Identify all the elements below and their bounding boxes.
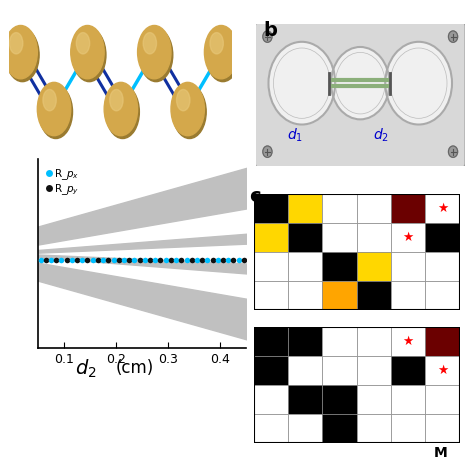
Circle shape [43,90,56,111]
Bar [356,252,391,282]
Bar [288,282,322,310]
Circle shape [176,90,190,111]
FancyBboxPatch shape [255,22,465,167]
Bar [425,356,460,385]
Circle shape [137,26,171,79]
Bar [322,194,356,223]
Bar [356,194,391,223]
Text: b: b [263,21,277,40]
Circle shape [6,28,39,82]
Bar [356,223,391,253]
Bar [391,194,425,223]
Bar [254,252,288,282]
Bar [288,327,322,356]
Circle shape [268,42,335,125]
Bar [254,282,288,310]
Text: ★: ★ [402,335,414,348]
Bar [425,414,460,443]
Bar [425,282,460,310]
Bar [356,356,391,385]
Bar [254,414,288,443]
Circle shape [73,28,106,82]
Bar [288,356,322,385]
Circle shape [143,33,156,54]
Bar [322,282,356,310]
Text: ★: ★ [437,202,448,215]
Bar [254,223,288,253]
Circle shape [139,28,173,82]
Bar [425,385,460,414]
Bar [425,194,460,223]
Bar [391,327,425,356]
Bar [322,252,356,282]
Circle shape [263,146,272,157]
Bar [425,223,460,253]
Bar [288,223,322,253]
Circle shape [76,33,90,54]
Circle shape [71,26,104,79]
Circle shape [448,31,457,42]
Text: c: c [249,187,261,206]
Text: (cm): (cm) [116,359,154,377]
Circle shape [104,82,137,136]
Circle shape [210,33,223,54]
Circle shape [448,146,457,157]
Bar [425,327,460,356]
Text: $d_1$: $d_1$ [287,127,303,145]
Bar [391,282,425,310]
Bar [391,356,425,385]
Bar [322,356,356,385]
Text: ★: ★ [402,231,414,245]
Circle shape [106,85,139,138]
Bar [322,327,356,356]
Text: M: M [434,447,448,460]
Circle shape [37,82,71,136]
Bar [322,414,356,443]
Circle shape [331,47,390,119]
Bar [288,194,322,223]
Circle shape [385,42,452,125]
Bar [254,385,288,414]
Bar [356,385,391,414]
Bar [322,385,356,414]
Circle shape [9,33,23,54]
Circle shape [39,85,73,138]
Text: $d_2$: $d_2$ [74,357,96,380]
Bar [322,223,356,253]
Circle shape [173,85,206,138]
Circle shape [110,90,123,111]
Text: $d_2$: $d_2$ [373,127,389,145]
Bar [425,252,460,282]
Bar [356,327,391,356]
Circle shape [206,28,240,82]
Bar [356,414,391,443]
Bar [254,327,288,356]
Circle shape [171,82,204,136]
Bar [254,356,288,385]
Bar [391,223,425,253]
Bar [288,385,322,414]
Bar [391,414,425,443]
Circle shape [204,26,238,79]
Circle shape [4,26,37,79]
Bar [288,414,322,443]
Bar [356,282,391,310]
Bar [254,194,288,223]
Bar [288,252,322,282]
Bar [391,252,425,282]
Legend: R_$p_x$, R_$p_y$: R_$p_x$, R_$p_y$ [43,164,82,200]
Text: ★: ★ [437,364,448,377]
Bar [391,385,425,414]
Circle shape [263,31,272,42]
